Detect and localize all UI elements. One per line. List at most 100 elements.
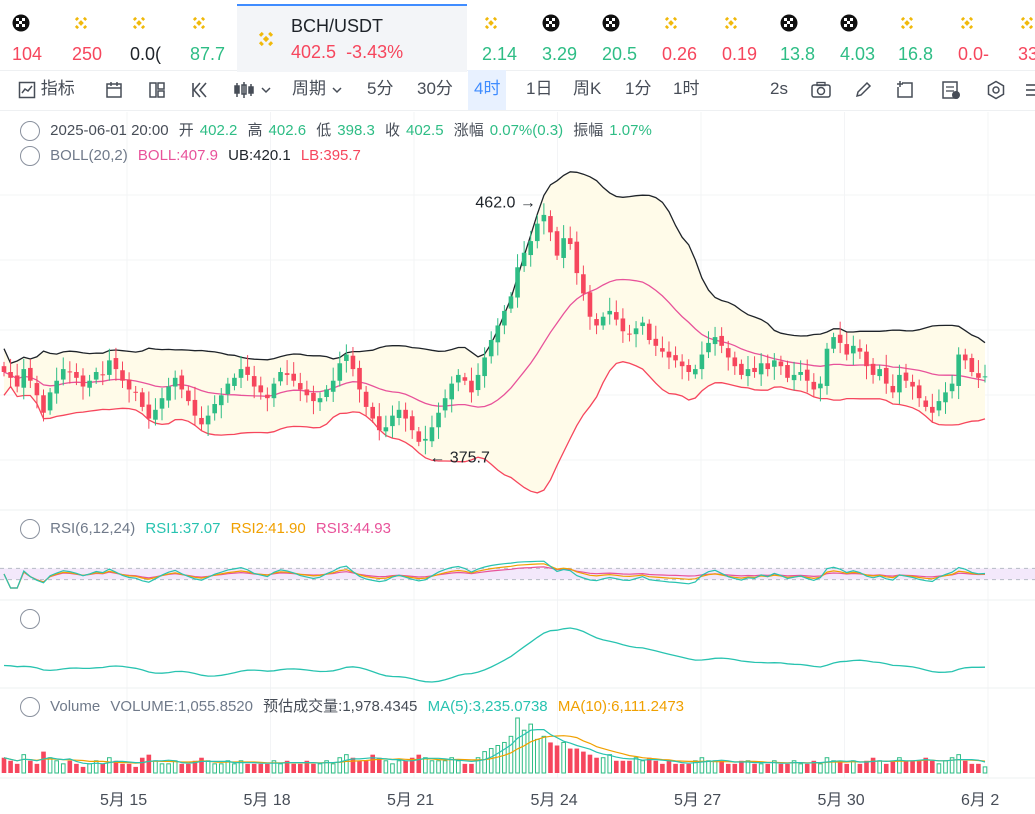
ticker-tab[interactable]: 0.19 [710,6,772,66]
volume-bar [390,763,395,774]
volume-bar [778,763,784,773]
ticker-tab[interactable]: 33 [1006,6,1035,66]
candle-body [745,369,751,377]
interval-30m[interactable]: 30分 [417,79,453,98]
volume-bar [192,760,198,773]
candle-body [238,369,244,378]
ticker-tab[interactable]: 0.26 [650,6,712,66]
volume-bar [600,757,606,774]
candle-body [317,398,323,403]
expand-chevron-icon[interactable] [20,609,40,629]
layout-button[interactable] [147,70,167,110]
candle-body [936,401,942,411]
ticker-change: 104 [12,44,43,64]
refresh-rate-button[interactable]: 2s [770,79,788,98]
candle-body [8,372,13,378]
indicators-button[interactable]: 指标 [18,70,75,110]
ticker-tab[interactable]: 4.03 [828,6,890,66]
volume-bar [719,760,724,773]
volume-bar [693,760,698,774]
collapse-chevron-icon[interactable] [20,121,40,142]
candle-body [357,367,362,390]
volume-bar [831,760,836,774]
volume-bar [897,757,902,774]
volume-bar [113,760,119,773]
active-ticker-tab[interactable]: BCH/USDT 402.5 -3.43% [237,4,467,72]
settings-button[interactable] [986,70,1006,110]
candle-body [423,438,428,441]
chart-settings-button[interactable] [104,70,124,110]
ticker-tab[interactable]: 20.5 [590,6,652,66]
data-window-button[interactable] [940,70,962,110]
replay-button[interactable] [190,70,210,110]
screenshot-button[interactable] [810,70,832,110]
rsi1-value: RSI1:37.07 [145,519,221,537]
interval-1w[interactable]: 周K [573,79,602,98]
volume-bar [271,760,277,774]
ticker-tab[interactable]: 3.29 [530,6,592,66]
volume-bar [745,760,751,774]
x-tick-label: 5月 21 [387,792,435,809]
rsi-band [0,568,1035,580]
active-change: -3.43% [346,42,404,62]
volume-bar [890,760,896,773]
candle-body [515,267,520,298]
collapse-chevron-icon[interactable] [20,697,40,718]
ticker-tab[interactable]: 104 [0,6,62,66]
period-dropdown[interactable]: 周期 [292,70,343,110]
rsi2-value: RSI2:41.90 [230,519,306,537]
ticker-change: 13.8 [780,44,816,64]
candle-body [251,376,257,387]
candle-body [660,348,665,352]
draw-button[interactable] [853,70,873,110]
more-button[interactable] [1024,70,1035,110]
ohlc-low-label: 低 [316,122,332,139]
volume-bar [370,754,376,773]
ticker-change: 16.8 [898,44,934,64]
interval-4h[interactable]: 4时 [468,70,507,110]
candle-body [390,415,395,427]
ticker-tab[interactable]: 2.14 [470,6,532,66]
volume-bar [502,741,507,774]
chart-type-dropdown[interactable] [233,70,272,110]
period-label: 周期 [292,79,326,98]
volume-bar [218,763,224,774]
ticker-tab[interactable]: 16.8 [886,6,948,66]
volume-bar [21,754,27,774]
candle-body [521,252,527,267]
ohlc-close-label: 收 [384,122,400,139]
interval-1h[interactable]: 1时 [673,79,700,98]
active-price-line: 402.5 -3.43% [291,42,403,63]
collapse-chevron-icon[interactable] [20,146,40,166]
interval-1d[interactable]: 1日 [526,79,553,98]
interval-1m[interactable]: 1分 [625,79,652,98]
ticker-tab[interactable]: 250 [60,6,122,66]
active-pair: BCH/USDT [291,16,384,36]
ticker-tab[interactable]: 13.8 [768,6,830,66]
volume-bar [811,760,817,773]
add-chart-button[interactable] [895,70,915,110]
candle-body [883,367,889,384]
ticker-tab[interactable]: 0.0- [946,6,1008,66]
volume-bar [153,760,158,774]
volume-bar [910,760,915,773]
candle-body [1,366,7,372]
binance-icon [898,14,916,32]
volume-bar [54,760,59,774]
ticker-tab[interactable]: 0.0( [118,6,180,66]
candle-body [620,318,626,332]
candle-body [554,231,560,256]
x-tick-label: 6月 2 [961,792,1000,809]
candle-body [462,377,468,381]
candle-body [534,223,540,242]
ticker-tab[interactable]: 87.7 [178,6,240,66]
collapse-chevron-icon[interactable] [20,519,40,539]
interval-5m[interactable]: 5分 [367,79,394,98]
candle-body [475,374,481,391]
binance-icon [722,14,740,32]
candle-body [455,374,461,383]
volume-bar [93,760,99,774]
volume-bar [772,760,777,774]
candle-body [205,415,211,425]
candle-body [949,383,955,392]
